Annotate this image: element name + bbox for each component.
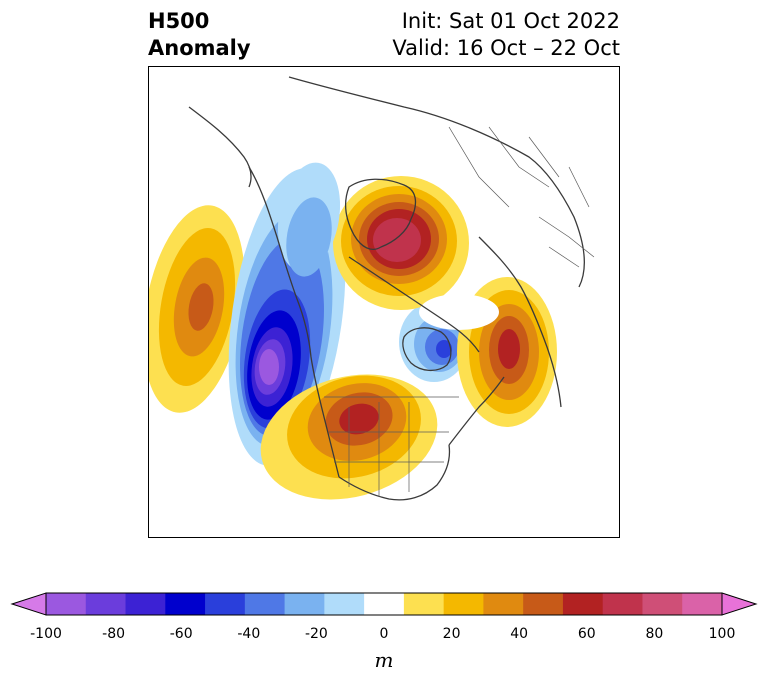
map-title-left: H500 Anomaly [148,8,251,62]
anomaly-arctic-high [333,176,469,310]
colorbar-cell [602,593,643,615]
anomaly-north-pacific-high [149,205,245,413]
colorbar-cell [682,593,723,615]
anomaly-west-coast-low [228,168,346,466]
colorbar-cell [642,593,683,615]
colorbar-frame [45,592,723,616]
title-subtitle: Anomaly [148,36,251,60]
gulf-coast [338,444,451,501]
colorbar-cell [284,593,325,615]
colorbar-cells [10,592,758,616]
title-variable: H500 [148,9,210,33]
colorbar-cell [483,593,524,615]
colorbar-tick-label: -20 [304,626,328,642]
arctic-archipelago [348,256,480,353]
colorbar-extend-min [10,592,47,616]
colorbar-tick-label: 40 [510,626,529,642]
map-panel [148,66,620,538]
colorbar-cell [523,593,564,615]
europe-coast [478,236,562,408]
colorbar-tick-label: -100 [30,626,62,642]
colorbar-tick-label: -80 [102,626,126,642]
colorbar-cell [324,593,365,615]
state-borders [329,402,449,497]
title-init-date: Init: Sat 01 Oct 2022 [401,9,620,33]
polar-stereographic-map [149,76,595,501]
coastlines [188,76,586,501]
colorbar-tick-label: 20 [442,626,461,642]
anomaly-field [149,162,557,500]
title-valid-range: Valid: 16 Oct – 22 Oct [392,36,620,60]
asia-coast [288,76,586,288]
colorbar-ticks: -100 -80 -60 -40 -20 0 20 40 60 80 100 [0,626,768,646]
colorbar-cell [443,593,484,615]
colorbar-tick-label: 100 [708,626,736,642]
colorbar-unit-label: m [374,648,394,672]
colorbar [10,592,758,616]
colorbar-tick-label: -60 [169,626,193,642]
colorbar-cell [46,593,87,615]
colorbar-tick-label: 0 [379,626,389,642]
colorbar-tick-label: 80 [645,626,664,642]
colorbar-cell [562,593,604,615]
neutral-zone [419,294,499,330]
colorbar-cell [125,593,166,615]
map-title-right: Init: Sat 01 Oct 2022 Valid: 16 Oct – 22… [392,8,620,62]
europe-borders [538,216,595,268]
colorbar-cell [244,593,286,615]
colorbar-cell [85,593,127,615]
west-coast [248,166,340,478]
colorbar-tick-label: 60 [577,626,596,642]
east-us-coast [448,376,505,446]
colorbar-cell [165,593,206,615]
eurasia-borders [448,126,590,208]
colorbar-tick-label: -40 [237,626,261,642]
colorbar-cell [364,593,405,615]
anomaly-alaska-low [277,162,341,277]
colorbar-cell [205,593,246,615]
bering-coast [188,106,252,188]
hudson-bay-coast [402,327,452,372]
political-borders [324,126,595,497]
colorbar-cell [403,593,445,615]
colorbar-extend-max [721,592,758,616]
greenland-coast [345,178,417,250]
